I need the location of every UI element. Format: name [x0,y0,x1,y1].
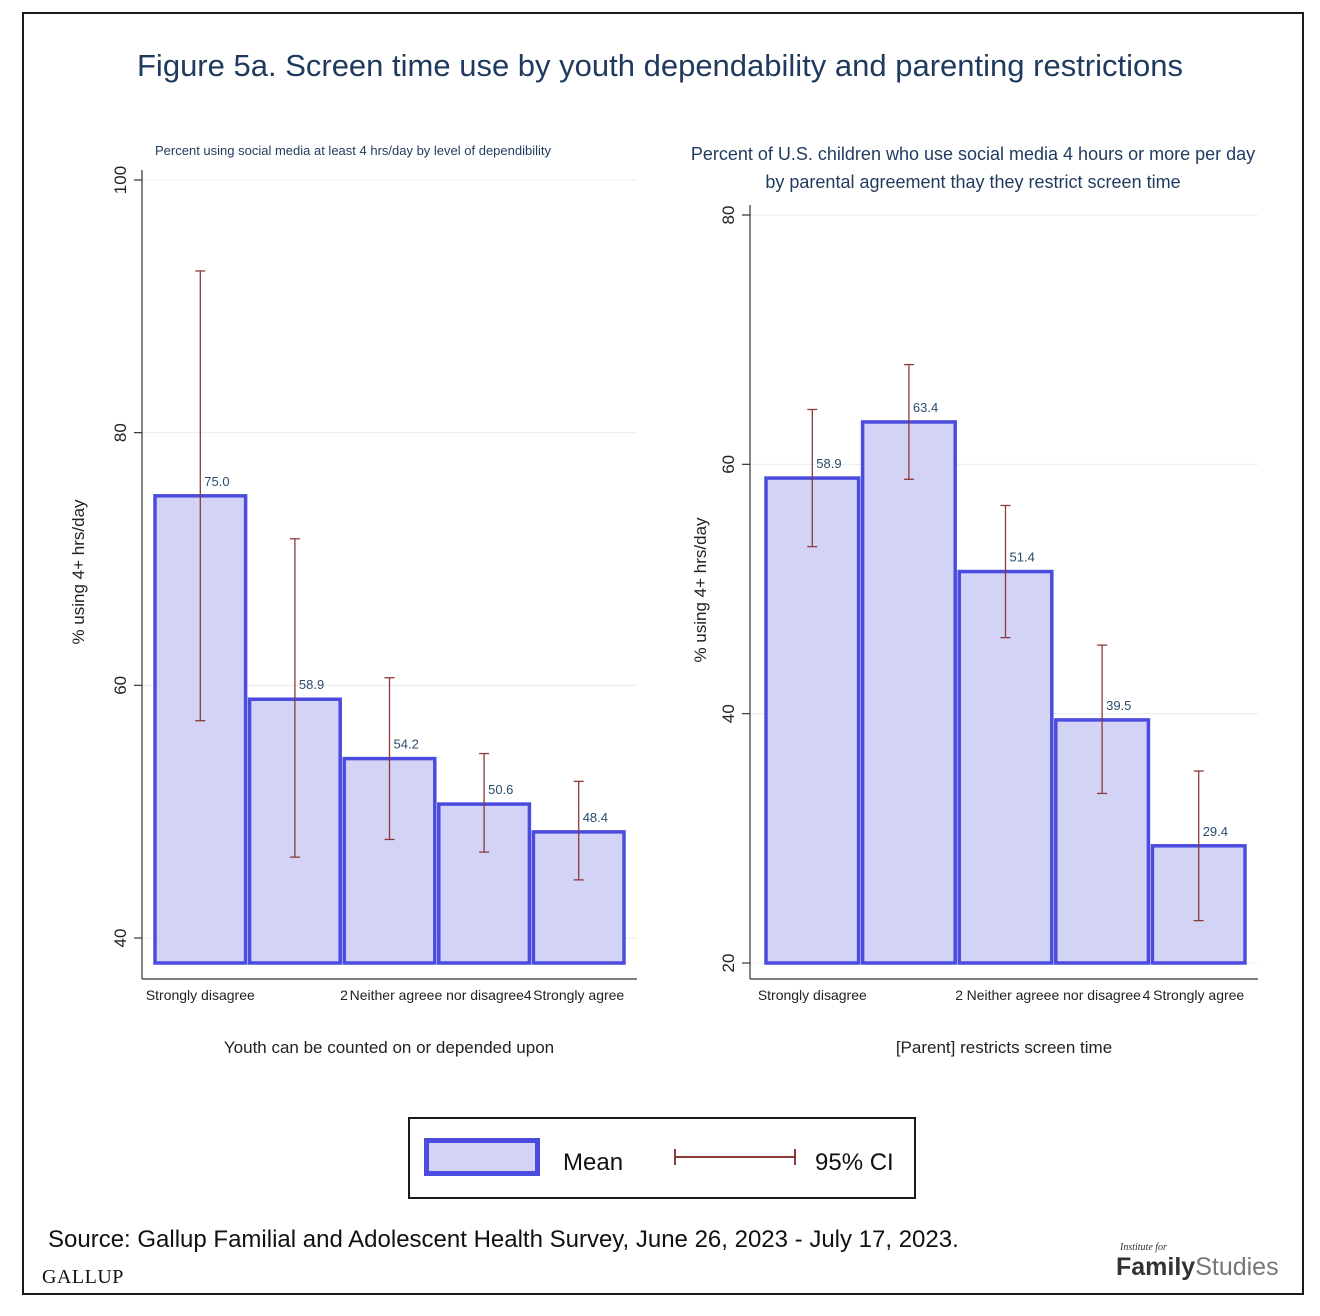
chart2-ytick-label: 40 [719,704,738,723]
legend-ci-icon [674,1149,796,1165]
chart1-bar-value-label: 48.4 [583,810,608,825]
chart1-bar-value-label: 58.9 [299,677,324,692]
chart2-bar [860,420,957,965]
chart2-category-label: 4 [1143,987,1151,1003]
chart2-bar-value-label: 29.4 [1203,824,1228,839]
chart2-bar-value-label: 39.5 [1106,698,1131,713]
chart2-ylabel: % using 4+ hrs/day [691,517,710,663]
chart2-title: Percent of U.S. children who use social … [691,144,1255,164]
chart1-category-label: Strongly agree [533,987,624,1003]
chart1-title: Percent using social media at least 4 hr… [155,143,551,158]
figure-title: Figure 5a. Screen time use by youth depe… [137,48,1183,83]
legend-mean-label: Mean [563,1149,624,1176]
chart1-category-label: Strongly disagree [146,987,255,1003]
legend: Mean 95% CI [408,1117,916,1199]
chart2-ytick-label: 80 [719,206,738,225]
ifs-logo-family: Family [1116,1253,1196,1281]
chart2-bar [764,476,861,965]
chart1-category-label: 4 [524,987,532,1003]
chart2-ytick-label: 20 [719,954,738,973]
chart1-ytick-label: 40 [111,929,130,948]
chart2-category-label: Strongly agree [1153,987,1244,1003]
chart2-category-label: Strongly disagree [758,987,867,1003]
chart1-ytick-label: 60 [111,676,130,695]
chart2-xlabel: [Parent] restricts screen time [896,1038,1112,1057]
chart1-ytick-label: 100 [111,166,130,194]
source-note: Source: Gallup Familial and Adolescent H… [48,1226,959,1253]
chart2-bar-value-label: 63.4 [913,400,938,415]
chart2-ytick-label: 60 [719,455,738,474]
legend-mean-swatch [424,1138,540,1176]
chart1-bar-value-label: 75.0 [204,474,229,489]
ifs-logo-studies: Studies [1195,1253,1279,1281]
chart1-ytick-label: 80 [111,423,130,442]
chart1-category-label: 2 [340,987,348,1003]
chart1-category-label: Neither agreee nor disagree [350,987,525,1003]
legend-ci-label: 95% CI [815,1149,894,1176]
chart1-ylabel: % using 4+ hrs/day [69,499,88,645]
chart1-bar-value-label: 54.2 [394,737,419,752]
chart2-category-label: Neither agreee nor disagree [967,987,1142,1003]
ifs-logo-small: Institute for [1120,1242,1167,1253]
chart2-bar-value-label: 51.4 [1010,550,1035,565]
chart1-bar-value-label: 50.6 [488,782,513,797]
chart2-category-label: 2 [955,987,963,1003]
chart2-title-line2: by parental agreement thay they restrict… [765,172,1180,192]
gallup-logo: GALLUP [42,1266,124,1288]
ifs-logo: Institute for FamilyStudies [1116,1242,1286,1282]
chart1-xlabel: Youth can be counted on or depended upon [224,1038,554,1057]
chart2-bar-value-label: 58.9 [816,456,841,471]
